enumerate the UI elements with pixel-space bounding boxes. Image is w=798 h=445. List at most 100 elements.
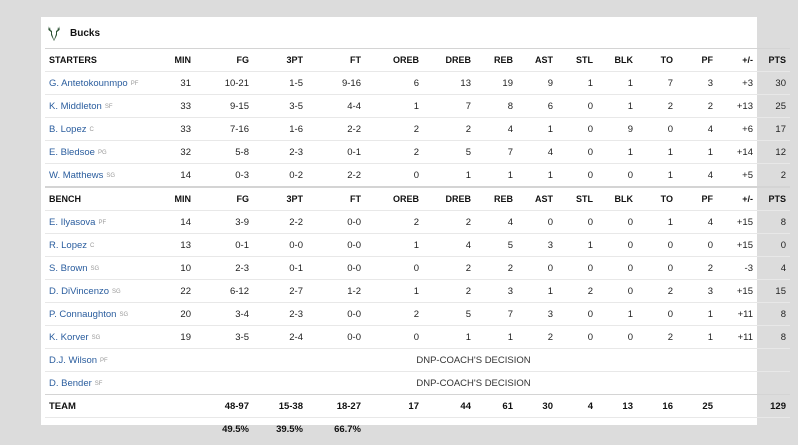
total-plus-minus: [717, 394, 757, 418]
player-cell: P. Connaughton SG: [45, 302, 157, 326]
stat-to: 7: [637, 71, 677, 95]
stat-dreb: 5: [423, 140, 475, 164]
pct-ft: 66.7%: [307, 417, 365, 440]
stat-reb: 7: [475, 302, 517, 326]
stat-oreb: 2: [365, 302, 423, 326]
stat-ft: 0-0: [307, 210, 365, 234]
player-name-link[interactable]: K. Korver: [49, 331, 89, 343]
stat-min: 32: [157, 140, 195, 164]
player-row: K. Middleton SF 33 9-15 3-5 4-4 1 7 8 6 0 1 2 2 +13 25: [45, 94, 790, 118]
stat-pf: 3: [677, 71, 717, 95]
player-cell: G. Antetokounmpo PF: [45, 71, 157, 95]
stat-min: 22: [157, 279, 195, 303]
column-header-to: TO: [637, 48, 677, 72]
column-header-plus-minus: +/-: [717, 186, 757, 211]
stat-pf: 1: [677, 140, 717, 164]
stat-oreb: 2: [365, 140, 423, 164]
stat-plus-minus: +15: [717, 279, 757, 303]
player-name-link[interactable]: D.J. Wilson: [49, 354, 98, 366]
stat-blk: 0: [597, 325, 637, 349]
total-min: [157, 394, 195, 418]
stat-stl: 2: [557, 279, 597, 303]
stat-oreb: 0: [365, 163, 423, 187]
stat-ft: 2-2: [307, 117, 365, 141]
stat-min: 33: [157, 117, 195, 141]
dnp-note: DNP-COACH'S DECISION: [157, 371, 790, 395]
total-dreb: 44: [423, 394, 475, 418]
player-position: SG: [106, 172, 116, 179]
stat-plus-minus: +15: [717, 233, 757, 257]
player-name-link[interactable]: K. Middleton: [49, 100, 102, 112]
stat-min: 14: [157, 210, 195, 234]
player-position: SG: [91, 334, 101, 341]
player-row: G. Antetokounmpo PF 31 10-21 1-5 9-16 6 13 19 9 1 1…: [45, 71, 790, 95]
stat-fg: 10-21: [195, 71, 253, 95]
stat-ast: 1: [517, 279, 557, 303]
column-header-min: MIN: [157, 48, 195, 72]
player-name-link[interactable]: P. Connaughton: [49, 308, 117, 320]
column-header-oreb: OREB: [365, 186, 423, 211]
stat-reb: 8: [475, 94, 517, 118]
column-header-oreb: OREB: [365, 48, 423, 72]
player-name-link[interactable]: B. Lopez: [49, 123, 87, 135]
stat-reb: 1: [475, 163, 517, 187]
stat-plus-minus: +11: [717, 325, 757, 349]
stat-fg: 5-8: [195, 140, 253, 164]
total-pts: 129: [757, 394, 790, 418]
stat-plus-minus: -3: [717, 256, 757, 280]
player-name-link[interactable]: W. Matthews: [49, 169, 104, 181]
starters-header-row: STARTERS MIN FG 3PT FT OREB DREB REB AST STL BLK TO…: [45, 48, 790, 72]
boxscore-table: STARTERS MIN FG 3PT FT OREB DREB REB AST STL BLK TO…: [45, 48, 790, 440]
stat-fg: 0-3: [195, 163, 253, 187]
stat-ast: 0: [517, 256, 557, 280]
stat-to: 2: [637, 94, 677, 118]
player-position: PF: [98, 219, 107, 226]
pct-label-cell: [45, 417, 157, 440]
player-name-link[interactable]: D. DiVincenzo: [49, 285, 110, 297]
stat-to: 1: [637, 140, 677, 164]
stat-ft: 0-0: [307, 233, 365, 257]
stat-reb: 4: [475, 210, 517, 234]
total-ast: 30: [517, 394, 557, 418]
stat-ft: 0-0: [307, 256, 365, 280]
stat-ast: 3: [517, 233, 557, 257]
player-position: SF: [104, 103, 113, 110]
stat-blk: 1: [597, 71, 637, 95]
player-row: S. Brown SG 10 2-3 0-1 0-0 0 2 2 0 0 0 0 2 -3 4: [45, 256, 790, 280]
stat-min: 10: [157, 256, 195, 280]
player-name-link[interactable]: R. Lopez: [49, 239, 88, 251]
stat-pf: 4: [677, 163, 717, 187]
bench-header-row: BENCH MIN FG 3PT FT OREB DREB REB AST STL BLK TO PF +…: [45, 186, 790, 211]
total-to: 16: [637, 394, 677, 418]
total-reb: 61: [475, 394, 517, 418]
column-header-pts: PTS: [757, 48, 790, 72]
player-name-link[interactable]: E. Ilyasova: [49, 216, 96, 228]
player-row-dnp: D.J. Wilson PF DNP-COACH'S DECISION: [45, 348, 790, 372]
stat-fg: 9-15: [195, 94, 253, 118]
player-row-dnp: D. Bender SF DNP-COACH'S DECISION: [45, 371, 790, 395]
stat-blk: 0: [597, 256, 637, 280]
player-name-link[interactable]: G. Antetokounmpo: [49, 77, 128, 89]
pct-to: [637, 417, 677, 440]
stat-fg: 3-5: [195, 325, 253, 349]
stat-dreb: 7: [423, 94, 475, 118]
player-name-link[interactable]: S. Brown: [49, 262, 88, 274]
stat-plus-minus: +13: [717, 94, 757, 118]
stat-to: 0: [637, 117, 677, 141]
column-header-3pt: 3PT: [253, 186, 307, 211]
stat-pts: 30: [757, 71, 790, 95]
player-position: SG: [119, 311, 129, 318]
stat-3pt: 2-2: [253, 210, 307, 234]
stat-stl: 0: [557, 163, 597, 187]
player-name-link[interactable]: D. Bender: [49, 377, 92, 389]
stat-pf: 1: [677, 325, 717, 349]
stat-3pt: 2-4: [253, 325, 307, 349]
pct-pts: [757, 417, 790, 440]
pct-min: [157, 417, 195, 440]
player-name-link[interactable]: E. Bledsoe: [49, 146, 95, 158]
player-position: C: [90, 242, 95, 249]
stat-dreb: 1: [423, 163, 475, 187]
stat-min: 14: [157, 163, 195, 187]
stat-ft: 1-2: [307, 279, 365, 303]
player-position: PG: [97, 149, 107, 156]
